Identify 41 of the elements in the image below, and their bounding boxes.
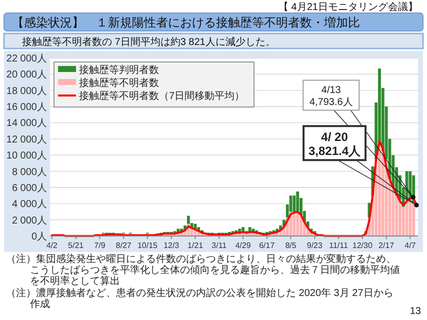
x-tick-label: 3/11 <box>212 241 228 250</box>
y-tick-label: 0人 <box>31 232 47 242</box>
legend-label: 接触歴等判明者数 <box>79 64 159 76</box>
x-tick-label: 4/7 <box>404 241 416 250</box>
x-tick-label: 2/17 <box>378 241 395 250</box>
x-tick-label: 6/17 <box>259 241 276 250</box>
legend-label: 接触歴等不明者数 <box>79 77 159 89</box>
y-tick-label: 8 000人 <box>12 166 47 178</box>
x-tick-label: 8/27 <box>116 241 132 250</box>
x-tick-label: 9/23 <box>306 241 323 250</box>
x-tick-label: 12/3 <box>164 241 180 250</box>
text: （注）濃厚接触者など、患者の発生状況の内訳の公表を開始した 2020年 3月 27日から作成 <box>6 288 394 310</box>
subtitle-box: 接触歴等不明者数の 7日間平均は約3 821人に減少した。 <box>3 32 424 50</box>
x-tick-label: 5/21 <box>68 241 84 250</box>
annotation: 4/13 4,793.6人 <box>309 85 353 108</box>
x-tick-label: 7/9 <box>94 241 106 250</box>
legend-label: 接触歴等不明者数（7日間移動平均） <box>79 90 245 102</box>
chart-title: 【感染状況】 １新規陽性者における接触歴等不明者数・増加比 <box>12 16 360 30</box>
x-tick-label: 1/21 <box>187 241 204 250</box>
y-tick-label: 22 000人 <box>6 54 47 64</box>
x-tick-label: 4/29 <box>235 241 252 250</box>
text: （注）集団感染発生や曜日による件数のばらつきにより、日々の結果が変動するため、こうしたばらつきを平準化し全体の傾向を見る趣旨から、過去７日間の移動平均値を不明率として算出 <box>6 254 401 287</box>
y-tick-label: 6 000人 <box>12 182 47 194</box>
x-tick-label: 12/30 <box>352 241 373 250</box>
title-bar: 【感染状況】 １新規陽性者における接触歴等不明者数・増加比 <box>4 12 424 32</box>
text: 13 <box>410 306 421 317</box>
x-tick-label: 8/5 <box>285 241 297 250</box>
y-tick-label: 2 000人 <box>12 215 47 226</box>
y-tick-label: 14 000人 <box>6 118 47 130</box>
chart-subtitle: 接触歴等不明者数の 7日間平均は約3 821人に減少した。 <box>22 36 276 48</box>
text: 【 4月21日モニタリング会議】 <box>278 1 418 13</box>
y-tick-label: 20 000人 <box>6 70 47 81</box>
x-tick-label: 10/15 <box>137 241 158 250</box>
y-tick-label: 16 000人 <box>6 102 47 114</box>
y-tick-label: 10 000人 <box>6 150 47 162</box>
y-tick-label: 18 000人 <box>6 86 47 97</box>
x-tick-label: 4/2 <box>46 241 58 250</box>
x-tick-label: 11/11 <box>329 241 349 250</box>
y-tick-label: 12 000人 <box>6 134 47 146</box>
y-tick-label: 4 000人 <box>12 199 47 210</box>
annotation: 4/ 20 3,821.4人 <box>308 130 362 158</box>
